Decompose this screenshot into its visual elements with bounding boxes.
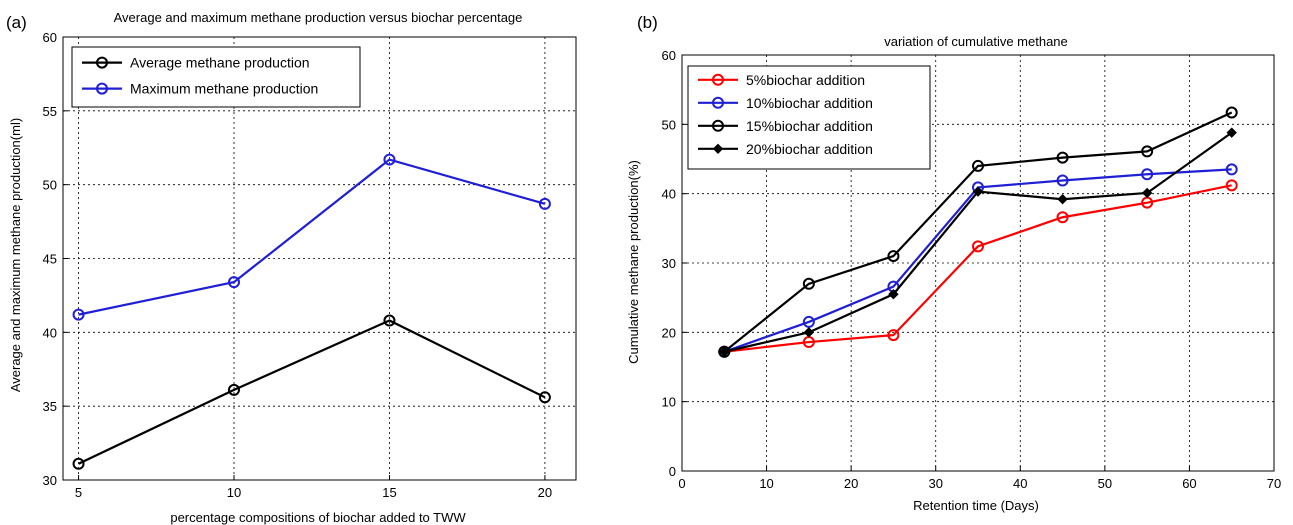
chart-b-x-tick-label: 20 [844, 476, 858, 491]
chart-a-data-point [72, 457, 85, 470]
chart-b-y-tick-label: 0 [669, 464, 676, 479]
chart-a-y-tick-label: 50 [43, 178, 57, 193]
chart-a-x-tick-label: 20 [538, 485, 552, 500]
chart-b-data-point [1226, 127, 1237, 138]
chart-b-y-tick-label: 20 [662, 325, 676, 340]
chart-b-ticks: 0 10 20 30 40 50 60 70 0 10 20 30 40 50 60 [662, 48, 1282, 491]
chart-a-series-line [78, 158, 546, 316]
chart-a-data-point [228, 383, 240, 396]
chart-b-plot-frame [681, 54, 1275, 472]
chart-a-plot-frame [62, 36, 577, 481]
chart-a-series [72, 153, 551, 470]
chart-a-series-2 [72, 153, 551, 321]
chart-b-data-point [802, 277, 815, 290]
chart-b-y-tick-label: 60 [662, 48, 676, 63]
chart-b-y-axis-label: Cumulative methane production(%) [626, 160, 641, 364]
chart-a-grid [63, 37, 576, 480]
chart-b-x-tick-label: 40 [1013, 476, 1027, 491]
chart-a-y-axis-label: Average and maximum methane production(m… [8, 118, 23, 392]
chart-b-data-point [972, 240, 984, 253]
chart-a-title: Average and maximum methane production v… [114, 10, 523, 25]
chart-a-data-point [538, 197, 551, 210]
chart-b-legend-marker [712, 73, 724, 86]
chart-b-y-tick-label: 10 [662, 395, 676, 410]
chart-b-data-point [887, 329, 900, 342]
chart-a-x-axis-label: percentage compositions of biochar added… [170, 510, 466, 525]
chart-b-data-point [1225, 179, 1238, 192]
chart-b-series [718, 106, 1238, 358]
chart-b-data-point [887, 250, 900, 263]
chart-b-data-point [803, 327, 815, 338]
chart-a-y-tick-label: 45 [43, 252, 57, 267]
chart-b-data-point [972, 159, 984, 172]
chart-b-y-tick-label: 30 [662, 256, 676, 271]
chart-b-legend-label: 10%biochar addition [746, 95, 873, 111]
chart-a-x-tick-label: 5 [75, 485, 82, 500]
chart-b-series-4 [719, 127, 1237, 357]
chart-b-y-tick-label: 40 [662, 187, 676, 202]
chart-a-data-point [228, 276, 240, 289]
chart-a-series-1 [72, 314, 551, 470]
chart-a-legend-marker [96, 82, 108, 95]
chart-b-data-point [1056, 174, 1069, 187]
chart-a-data-point [383, 314, 396, 327]
chart-b-legend-marker [712, 96, 724, 109]
chart-a-data-point [72, 308, 85, 321]
chart-a-y-tick-label: 55 [43, 104, 57, 119]
chart-b-x-tick-label: 10 [759, 476, 773, 491]
chart-b-series-line [723, 111, 1233, 353]
chart-b-data-point [972, 186, 984, 197]
chart-b-legend-marker [712, 143, 724, 155]
chart-a-legend: Average methane production Maximum methan… [71, 46, 361, 108]
chart-b-legend-label: 20%biochar addition [746, 141, 873, 157]
chart-b-data-point [1056, 211, 1069, 224]
chart-a-legend-marker [96, 56, 108, 69]
chart-b-x-axis-label: Retention time (Days) [913, 498, 1039, 513]
chart-b-x-tick-label: 30 [928, 476, 942, 491]
chart-a-y-tick-label: 35 [43, 399, 57, 414]
chart-b-series-line [724, 184, 1232, 353]
chart-a-ticks: 5 10 15 20 30 35 40 45 50 55 60 [43, 30, 553, 500]
chart-b-legend-marker [712, 119, 724, 132]
chart-b-y-tick-label: 50 [662, 117, 676, 132]
chart-b-x-tick-label: 70 [1267, 476, 1281, 491]
chart-b-data-point [802, 315, 815, 328]
chart-b-data-point [1141, 187, 1153, 199]
chart-b-data-point [1057, 194, 1068, 205]
chart-a-x-tick-label: 15 [382, 485, 396, 500]
chart-a-series-line [78, 319, 546, 465]
chart-b-legend-box [687, 65, 931, 170]
chart-b-x-tick-label: 50 [1098, 476, 1112, 491]
panel-label-b: (b) [637, 13, 658, 32]
chart-a-y-tick-label: 30 [43, 473, 57, 488]
chart-a-legend-box [71, 46, 361, 108]
chart-a: (a) Average and maximum methane producti… [6, 10, 577, 525]
chart-a-y-tick-label: 60 [43, 30, 57, 45]
chart-a-legend-label: Average methane production [130, 55, 310, 71]
chart-b-data-point [1056, 151, 1069, 164]
chart-b-data-point [1225, 163, 1238, 176]
chart-b-legend-label: 5%biochar addition [746, 72, 865, 88]
chart-a-legend-label: Maximum methane production [130, 81, 318, 97]
chart-b-x-tick-label: 0 [678, 476, 685, 491]
panel-label-a: (a) [6, 13, 27, 32]
chart-b-title: variation of cumulative methane [884, 34, 1068, 49]
chart-a-y-tick-label: 40 [43, 325, 57, 340]
chart-b-data-point [1225, 106, 1238, 119]
chart-b-data-point [1141, 168, 1154, 181]
chart-b-legend: 5%biochar addition 10%biochar addition 15%… [687, 65, 931, 170]
chart-b-x-tick-label: 60 [1182, 476, 1196, 491]
chart-a-data-point [383, 153, 396, 166]
chart-a-x-tick-label: 10 [227, 485, 241, 500]
chart-b-data-point [888, 288, 899, 300]
chart-b-data-point [1141, 145, 1154, 158]
chart-a-data-point [538, 391, 551, 404]
chart-b-data-point [719, 346, 730, 357]
chart-b: (b) variation of cumulative methane 0 10 2… [626, 13, 1281, 513]
chart-b-legend-label: 15%biochar addition [746, 118, 873, 134]
